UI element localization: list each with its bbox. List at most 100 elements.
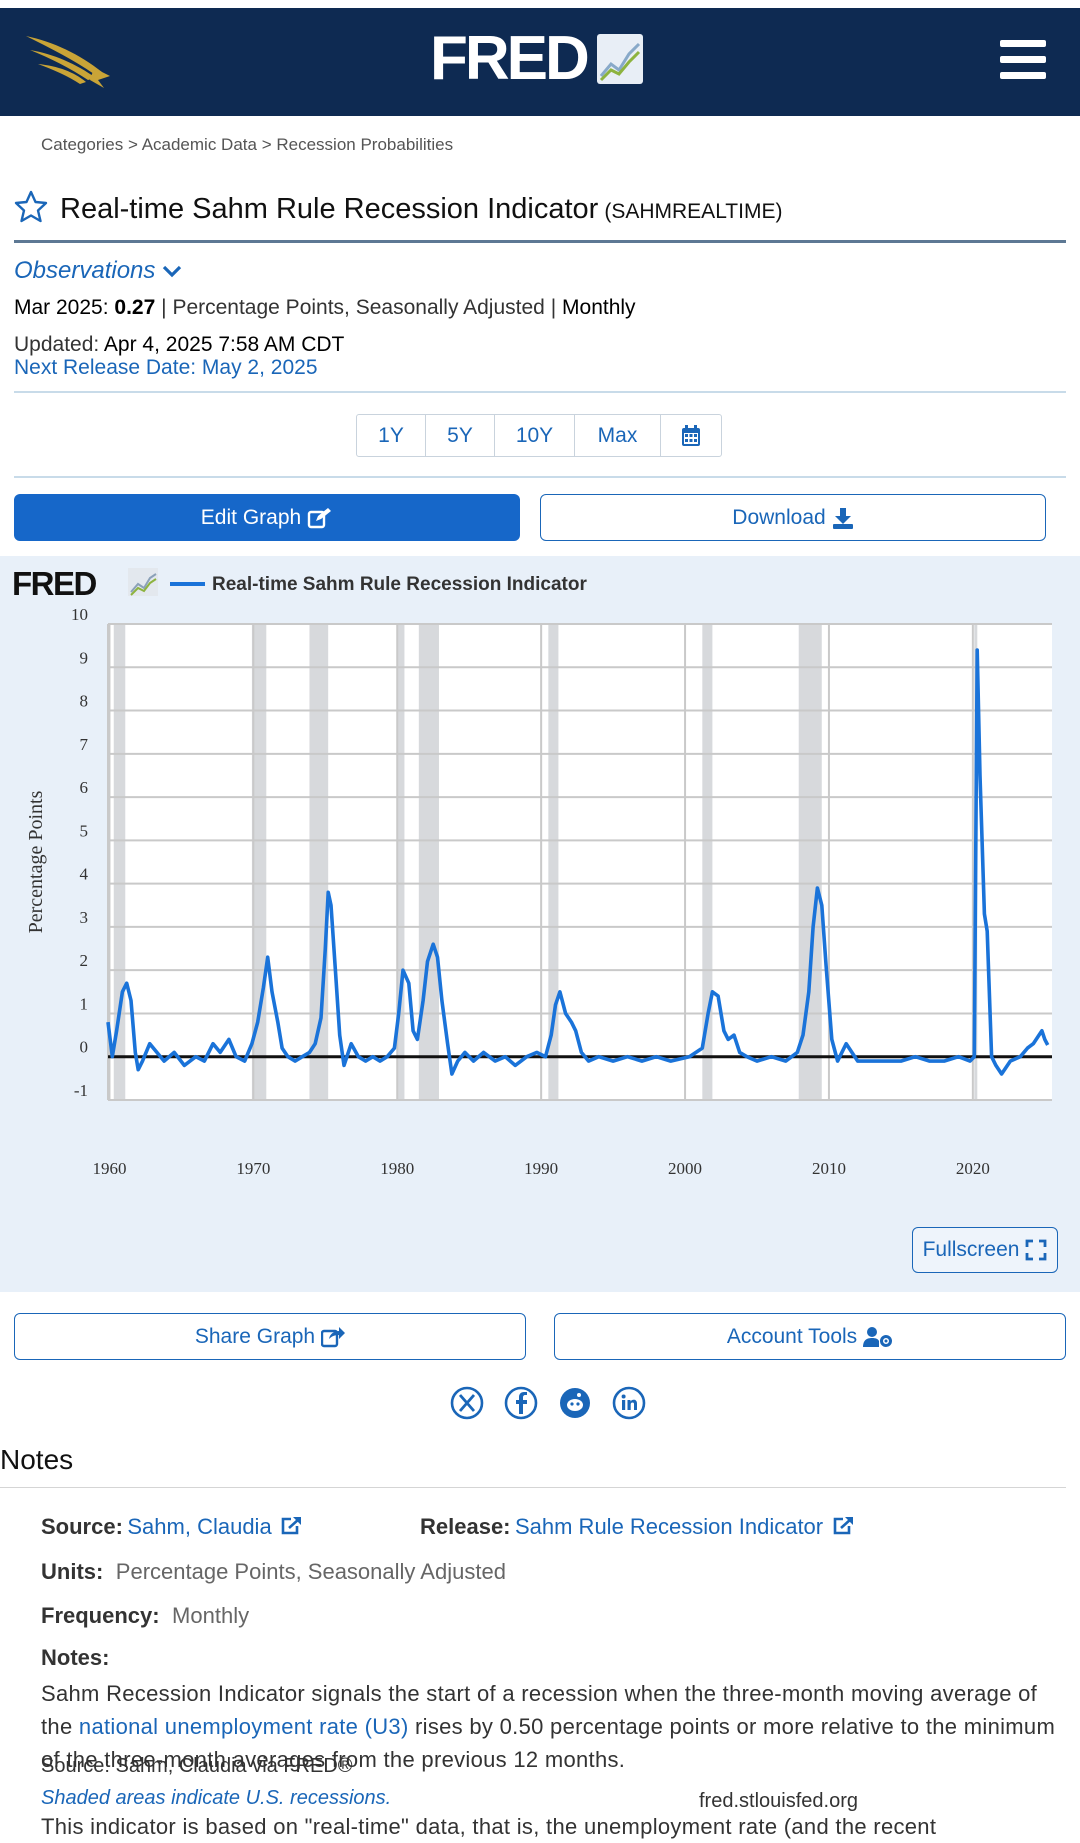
y-tick-label: 4 [80, 865, 89, 884]
linkedin-icon[interactable] [612, 1386, 646, 1420]
updated-value: Apr 4, 2025 7:58 AM CDT [103, 333, 345, 356]
notes-text-end: rises by 0.50 percentage points or more … [41, 1714, 1056, 1772]
chart: FRED Real-time Sahm Rule Recession Indic… [12, 565, 1052, 1178]
notes-paragraph-2: This indicator is based on "real-time" d… [41, 1814, 937, 1839]
graph-panel: FRED Real-time Sahm Rule Recession Indic… [0, 556, 1080, 1812]
y-tick-label: -1 [74, 1081, 88, 1100]
pipe-separator: | [550, 296, 557, 319]
notes-heading: Notes [0, 1444, 74, 1475]
latest-observation: Mar 2025: 0.27 | Percentage Points, Seas… [14, 296, 636, 320]
breadcrumb-categories[interactable]: Categories [41, 135, 124, 154]
y-tick-label: 9 [80, 648, 89, 667]
observations-toggle[interactable]: Observations [14, 257, 183, 285]
recession-shading-note[interactable]: Shaded areas indicate U.S. recessions. [41, 1787, 392, 1809]
x-tick-label: 2000 [668, 1159, 702, 1178]
y-tick-label: 7 [80, 735, 89, 754]
external-link-icon [833, 1517, 853, 1535]
updated-line: Updated: Apr 4, 2025 7:58 AM CDT [14, 333, 344, 357]
x-tick-label: 1980 [380, 1159, 414, 1178]
download-button[interactable]: Download [540, 494, 1046, 541]
observation-units: Percentage Points, Seasonally Adjusted [172, 296, 545, 319]
y-tick-label: 8 [80, 692, 89, 711]
range-10y-button[interactable]: 10Y [495, 415, 575, 456]
series-title: Real-time Sahm Rule Recession Indicator [60, 193, 599, 225]
recession-band [798, 624, 822, 1100]
edit-graph-label: Edit Graph [200, 505, 302, 529]
units-value: Percentage Points, Seasonally Adjusted [115, 1559, 506, 1584]
series-line [106, 648, 1050, 1076]
facebook-icon[interactable] [504, 1386, 538, 1420]
observation-frequency: Monthly [562, 296, 636, 319]
user-gear-icon [863, 1326, 893, 1347]
share-graph-label: Share Graph [194, 1324, 316, 1348]
y-tick-label: 2 [80, 951, 89, 970]
title-divider [14, 240, 1066, 243]
range-5y-button[interactable]: 5Y [426, 415, 495, 456]
y-axis-label: Percentage Points [25, 790, 47, 933]
notes-paragraph-1: Sahm Recession Indicator signals the sta… [41, 1677, 1061, 1776]
observation-date: Mar 2025: [14, 296, 109, 319]
pipe-separator: | [161, 296, 167, 319]
y-tick-label: 10 [71, 605, 88, 624]
unemployment-rate-link[interactable]: national unemployment rate (U3) [78, 1714, 409, 1739]
notes-label: Notes: [41, 1645, 110, 1670]
edit-graph-button[interactable]: Edit Graph [14, 494, 520, 541]
observations-divider [14, 391, 1066, 393]
frequency-label: Frequency: [41, 1603, 160, 1628]
x-twitter-icon[interactable] [450, 1386, 484, 1420]
next-release-link[interactable]: Next Release Date: May 2, 2025 [14, 356, 318, 379]
fullscreen-button[interactable]: Fullscreen [912, 1227, 1058, 1273]
chart-header: FRED Real-time Sahm Rule Recession Indic… [12, 565, 587, 602]
recession-band [418, 624, 439, 1100]
share-graph-button[interactable]: Share Graph [14, 1313, 526, 1360]
release-link[interactable]: Sahm Rule Recession Indicator [514, 1514, 824, 1539]
recession-band [113, 624, 126, 1100]
chart-fred-logo: FRED [12, 565, 97, 602]
star-icon[interactable] [14, 190, 48, 224]
fred-logo[interactable]: FRED [430, 28, 643, 90]
range-1y-button[interactable]: 1Y [357, 415, 426, 456]
observations-label: Observations [14, 257, 156, 284]
notes-divider [0, 1487, 1066, 1488]
date-range-selector: 1Y 5Y 10Y Max [356, 414, 722, 457]
series-id: (SAHMREALTIME) [604, 200, 783, 223]
eagle-icon[interactable] [24, 32, 114, 88]
x-tick-label: 1960 [92, 1159, 126, 1178]
source-link[interactable]: Sahm, Claudia [127, 1514, 272, 1539]
notes-text-start: Sahm Recession Indicator signals the sta… [41, 1681, 1038, 1739]
breadcrumb-academic-data[interactable]: Academic Data [141, 135, 257, 154]
external-link-icon [281, 1517, 302, 1535]
top-strip [0, 0, 1080, 8]
range-divider [14, 476, 1066, 478]
units-meta: Units: Percentage Points, Seasonally Adj… [41, 1559, 506, 1585]
notes-label-row: Notes: [41, 1645, 109, 1671]
fred-url[interactable]: fred.stlouisfed.org [699, 1790, 858, 1812]
chart-logo-icon [128, 568, 158, 596]
source-meta: Source: Sahm, Claudia [41, 1514, 302, 1540]
frequency-meta: Frequency: Monthly [41, 1603, 249, 1629]
download-icon [832, 507, 853, 529]
breadcrumb-recession-probabilities[interactable]: Recession Probabilities [276, 135, 454, 154]
reddit-icon[interactable] [558, 1386, 592, 1420]
frequency-value: Monthly [172, 1603, 250, 1628]
y-tick-label: 0 [80, 1038, 89, 1057]
y-tick-label: 3 [80, 908, 89, 927]
account-tools-button[interactable]: Account Tools [554, 1313, 1066, 1360]
plot-area [108, 624, 1052, 1100]
expand-icon [1026, 1239, 1047, 1261]
fred-logo-text: FRED [430, 24, 590, 93]
hamburger-icon[interactable] [1000, 40, 1046, 80]
range-max-button[interactable]: Max [575, 415, 661, 456]
x-tick-label: 1970 [236, 1159, 270, 1178]
chevron-down-icon [163, 265, 182, 278]
legend-label: Real-time Sahm Rule Recession Indicator [212, 574, 587, 595]
x-axis-ticks: 1960 1970 1980 1990 2000 2010 2020 [92, 1159, 989, 1178]
calendar-button[interactable] [661, 415, 721, 456]
recession-band [548, 624, 559, 1100]
series-title-row: Real-time Sahm Rule Recession Indicator … [14, 184, 782, 226]
units-label: Units: [41, 1559, 104, 1584]
x-tick-label: 1990 [524, 1159, 558, 1178]
breadcrumb-separator: > [127, 135, 138, 154]
graph-source: Source: Sahm, Claudia via FRED® [41, 1755, 353, 1777]
